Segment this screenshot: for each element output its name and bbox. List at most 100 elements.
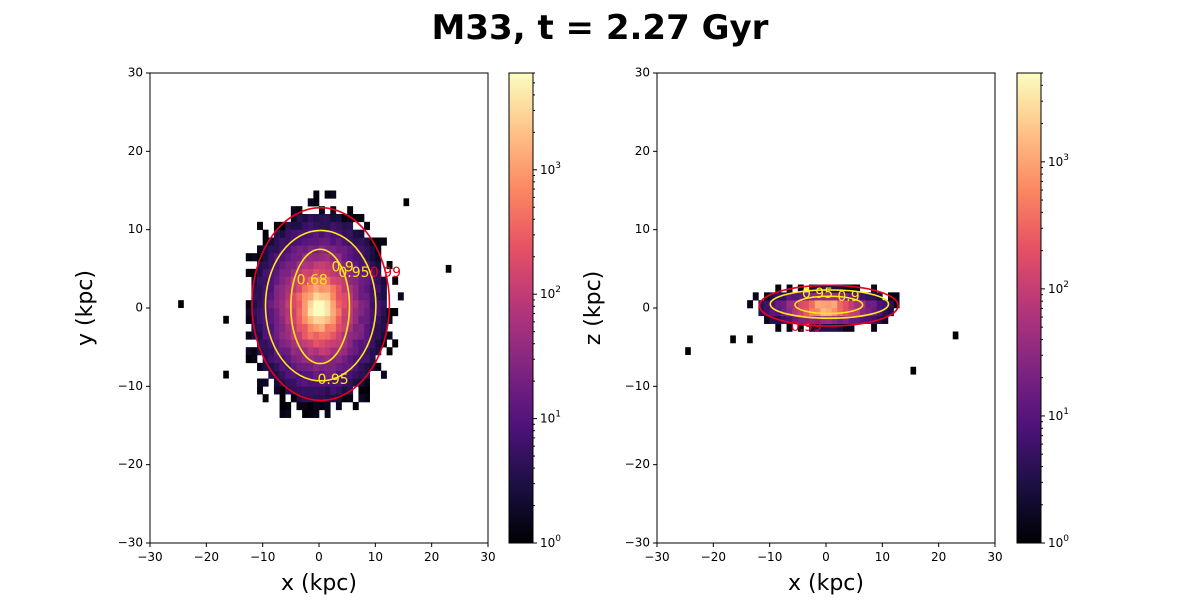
heatmap-cell — [335, 402, 342, 411]
heatmap-cell — [893, 292, 900, 301]
heatmap-cell — [324, 378, 331, 387]
heatmap-cell — [842, 284, 849, 293]
heatmap-cell — [786, 308, 793, 317]
heatmap-cell — [285, 237, 292, 246]
heatmap-cell — [319, 276, 325, 285]
heatmap-cell — [330, 362, 337, 371]
heatmap-cell — [347, 221, 354, 230]
heatmap-cell — [273, 261, 280, 270]
heatmap-cell — [335, 362, 342, 371]
heatmap-cell — [380, 300, 387, 309]
heatmap-cell — [380, 237, 387, 246]
heatmap-cell — [341, 386, 348, 395]
heatmap-cell — [268, 308, 275, 317]
heatmap-cell — [290, 237, 297, 246]
heatmap-cell — [302, 362, 309, 371]
heatmap-cell — [245, 308, 252, 317]
heatmap-cell — [302, 245, 309, 254]
heatmap-cell — [871, 292, 877, 301]
heatmap-cell — [397, 292, 404, 301]
heatmap-cell — [273, 229, 280, 238]
heatmap-cell — [319, 268, 325, 277]
heatmap-cell — [313, 362, 320, 371]
heatmap-cell — [324, 323, 331, 332]
heatmap-cell — [330, 284, 337, 293]
heatmap-cell — [324, 394, 331, 403]
heatmap-cell — [245, 253, 252, 262]
heatmap-cell — [358, 292, 365, 301]
x-tick-label: 0 — [315, 550, 323, 564]
heatmap-cell — [352, 245, 359, 254]
heatmap-cell — [285, 409, 292, 418]
heatmap-cell — [369, 323, 376, 332]
heatmap-cell — [290, 229, 297, 238]
heatmap-cell — [307, 339, 314, 348]
heatmap-cell — [324, 237, 331, 246]
y-tick-label: −30 — [118, 536, 143, 550]
heatmap-cell — [257, 276, 263, 285]
heatmap-cell — [268, 355, 275, 364]
heatmap-cell — [859, 308, 866, 317]
heatmap-cell — [324, 292, 331, 301]
heatmap-cell — [279, 276, 286, 285]
heatmap-cell — [319, 370, 325, 379]
heatmap-cell — [859, 315, 866, 324]
heatmap-cell — [369, 315, 376, 324]
heatmap-cell — [842, 315, 849, 324]
heatmap-cell — [273, 308, 280, 317]
heatmap-cell — [290, 206, 297, 215]
colorbar-tick-exponent: 2 — [1063, 280, 1069, 290]
heatmap-cell — [369, 268, 376, 277]
heatmap-cell — [307, 402, 314, 411]
heatmap-cell — [324, 331, 331, 340]
heatmap-cell — [330, 206, 337, 215]
heatmap-cell — [307, 394, 314, 403]
heatmap-cell — [341, 221, 348, 230]
heatmap-cell — [358, 229, 365, 238]
heatmap-cell — [335, 315, 342, 324]
heatmap-cell — [307, 315, 314, 324]
heatmap-cell — [347, 323, 354, 332]
x-tick-label: −10 — [250, 550, 275, 564]
y-tick-label: −10 — [625, 379, 650, 393]
heatmap-cell — [273, 268, 280, 277]
heatmap-cell — [820, 308, 827, 317]
heatmap-cell — [307, 409, 314, 418]
heatmap-cell — [831, 315, 838, 324]
x-tick-label: 0 — [822, 550, 830, 564]
heatmap-cell — [302, 370, 309, 379]
heatmap-cell — [848, 284, 855, 293]
heatmap-cell — [786, 315, 793, 324]
heatmap-cell — [302, 315, 309, 324]
heatmap-cell — [330, 378, 337, 387]
heatmap-cell — [313, 308, 320, 317]
contour-0-68 — [794, 295, 864, 315]
heatmap-cell — [273, 253, 280, 262]
heatmap-cell — [375, 347, 382, 356]
heatmap-cell — [386, 331, 393, 340]
heatmap-cell — [347, 214, 354, 223]
heatmap-cell — [279, 315, 286, 324]
heatmap-cell — [273, 378, 280, 387]
colorbar-tick-exponent: 3 — [1063, 153, 1069, 163]
colorbar-gradient — [1016, 72, 1042, 544]
heatmap-cell — [257, 378, 263, 387]
heatmap-cell — [245, 268, 252, 277]
heatmap-cell — [262, 362, 269, 371]
heatmap-cell — [335, 378, 342, 387]
heatmap-cell — [364, 276, 370, 285]
heatmap-cell — [307, 261, 314, 270]
heatmap-cell — [324, 402, 331, 411]
heatmap-cell — [369, 339, 376, 348]
heatmap-cell — [262, 237, 269, 246]
heatmap-cell — [854, 308, 861, 317]
heatmap-cell — [285, 331, 292, 340]
heatmap-cell — [319, 402, 325, 411]
heatmap-cell — [780, 300, 787, 309]
x-tick-label: 10 — [368, 550, 383, 564]
heatmap-cell — [251, 284, 258, 293]
heatmap-cell — [290, 331, 297, 340]
heatmap-cell — [268, 300, 275, 309]
heatmap-cell — [341, 292, 348, 301]
heatmap-cell — [296, 214, 303, 223]
